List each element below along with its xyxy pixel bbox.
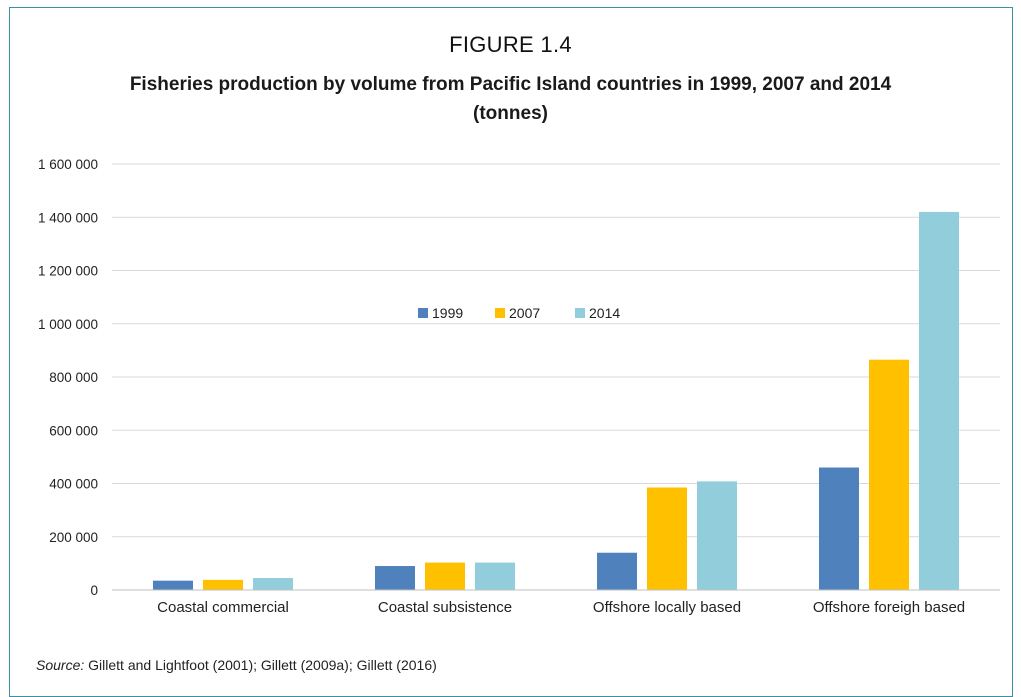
gridlines bbox=[112, 163, 1000, 538]
source-note: Source: Gillett and Lightfoot (2001); Gi… bbox=[36, 657, 437, 673]
bar-2014-3 bbox=[919, 211, 959, 591]
legend-label-2007: 2007 bbox=[509, 305, 540, 321]
bar-2014-2 bbox=[697, 481, 737, 590]
legend-swatch-2014 bbox=[575, 308, 585, 318]
legend-swatch-1999 bbox=[418, 308, 428, 318]
y-tick-label: 1 200 000 bbox=[38, 264, 98, 279]
y-tick-label: 1 600 000 bbox=[38, 157, 98, 172]
bar-1999-3 bbox=[819, 467, 859, 590]
y-tick-label: 1 000 000 bbox=[38, 317, 98, 332]
bar-1999-1 bbox=[375, 566, 415, 590]
bar-2014-0 bbox=[253, 578, 293, 590]
legend: 1999 2007 2014 bbox=[418, 305, 620, 321]
y-tick-label: 1 400 000 bbox=[38, 210, 98, 225]
figure-title-line2: (tonnes) bbox=[473, 103, 548, 124]
category-label: Offshore foreigh based bbox=[813, 599, 965, 616]
y-tick-label: 400 000 bbox=[49, 477, 98, 492]
y-axis-ticks: 0 200 000 400 000 600 000 800 000 1 000 000 1 … bbox=[38, 157, 98, 598]
category-label: Offshore locally based bbox=[593, 599, 741, 616]
legend-swatch-2007 bbox=[495, 308, 505, 318]
legend-label-2014: 2014 bbox=[589, 305, 620, 321]
figure-title-line1: Fisheries production by volume from Paci… bbox=[129, 74, 892, 95]
legend-label-1999: 1999 bbox=[432, 305, 463, 321]
y-tick-label: 600 000 bbox=[49, 423, 98, 438]
figure-title: Fisheries production by volume from Paci… bbox=[0, 70, 1021, 128]
source-text: Gillett and Lightfoot (2001); Gillett (2… bbox=[84, 657, 437, 673]
y-tick-label: 200 000 bbox=[49, 530, 98, 545]
y-tick-label: 800 000 bbox=[49, 370, 98, 385]
bar-2007-2 bbox=[647, 487, 687, 590]
figure-label: FIGURE 1.4 bbox=[449, 32, 572, 57]
y-tick-label: 0 bbox=[90, 583, 98, 598]
category-label: Coastal commercial bbox=[157, 599, 289, 616]
bar-2007-3 bbox=[869, 359, 909, 590]
bars bbox=[153, 211, 959, 591]
bar-1999-2 bbox=[597, 552, 637, 590]
bar-1999-0 bbox=[153, 580, 193, 590]
bar-2014-1 bbox=[475, 562, 515, 590]
source-prefix: Source: bbox=[36, 657, 85, 673]
category-label: Coastal subsistence bbox=[378, 599, 512, 616]
bar-2007-1 bbox=[425, 562, 465, 590]
bar-2007-0 bbox=[203, 579, 243, 590]
category-labels: Coastal commercial Coastal subsistence Off… bbox=[157, 599, 965, 616]
